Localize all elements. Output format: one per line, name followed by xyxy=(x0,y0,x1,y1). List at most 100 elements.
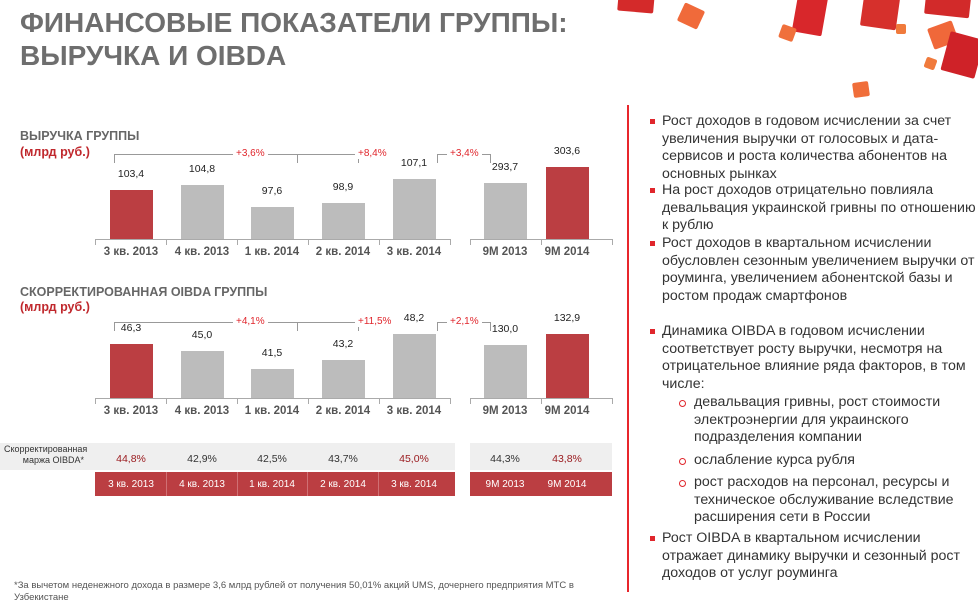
bar xyxy=(484,344,527,398)
bar xyxy=(546,166,589,239)
data-label: 41,5 xyxy=(261,347,283,360)
data-label: 46,3 xyxy=(120,322,142,335)
bar xyxy=(484,183,527,239)
x-tick-label: 1 кв. 2014 xyxy=(244,246,300,258)
axis-tick xyxy=(95,398,96,404)
period-label: 9M 2013 xyxy=(485,479,525,490)
x-tick-label: 3 кв. 2013 xyxy=(103,246,159,258)
bar xyxy=(322,360,365,398)
sub-bullet-item: ослабление курса рубля xyxy=(679,452,978,470)
x-tick-label: 9M 2013 xyxy=(482,405,528,417)
margin-value: 44,8% xyxy=(116,453,146,465)
axis-tick xyxy=(470,398,471,404)
bar xyxy=(181,351,224,398)
axis-tick xyxy=(379,239,380,245)
bar xyxy=(251,207,294,239)
period-label: 4 кв. 2013 xyxy=(179,479,225,490)
period-label: 3 кв. 2014 xyxy=(391,479,437,490)
revenue-growth-9m: +3,4% xyxy=(447,148,482,159)
oibda-growth-9m: +2,1% xyxy=(447,316,482,327)
revenue-unit: (млрд руб.) xyxy=(20,145,90,159)
bullet-item: Рост доходов в годовом исчислении за сче… xyxy=(650,113,978,183)
bullet-item: На рост доходов отрицательно повлияла де… xyxy=(650,182,978,235)
period-label: 2 кв. 2014 xyxy=(320,479,366,490)
axis-tick xyxy=(541,239,542,245)
axis-tick xyxy=(450,239,451,245)
footnote: *За вычетом неденежного дохода в размере… xyxy=(14,580,574,603)
margin-value: 42,9% xyxy=(187,453,217,465)
x-tick-label: 9M 2014 xyxy=(544,405,590,417)
margin-value: 44,3% xyxy=(490,453,520,465)
x-tick-label: 4 кв. 2013 xyxy=(174,246,230,258)
revenue-growth-yoy: +3,6% xyxy=(233,148,268,159)
data-label: 130,0 xyxy=(491,322,519,335)
bar xyxy=(393,334,436,398)
period-label: 3 кв. 2013 xyxy=(108,479,154,490)
x-tick-label: 1 кв. 2014 xyxy=(244,405,300,417)
bar xyxy=(322,203,365,239)
bar xyxy=(393,178,436,239)
x-tick-label: 2 кв. 2014 xyxy=(315,246,371,258)
data-label: 104,8 xyxy=(188,163,216,176)
data-label: 303,6 xyxy=(553,144,581,157)
axis-tick xyxy=(166,398,167,404)
x-tick-label: 3 кв. 2014 xyxy=(386,405,442,417)
axis-tick xyxy=(166,239,167,245)
x-tick-label: 3 кв. 2013 xyxy=(103,405,159,417)
data-label: 103,4 xyxy=(117,167,145,180)
axis-tick xyxy=(237,398,238,404)
cell-divider xyxy=(237,472,238,496)
axis-tick xyxy=(612,398,613,404)
cell-divider xyxy=(378,472,379,496)
bullet-item: Рост OIBDA в квартальном исчислении отра… xyxy=(650,530,978,583)
axis-tick xyxy=(612,239,613,245)
divider xyxy=(627,105,629,592)
cell-divider xyxy=(166,472,167,496)
margin-label: Скорректированная маржа OIBDA* xyxy=(4,444,88,465)
margin-value: 43,8% xyxy=(552,453,582,465)
axis-tick xyxy=(237,239,238,245)
bar xyxy=(251,369,294,398)
axis-tick xyxy=(541,398,542,404)
bullet-item: Динамика OIBDA в годовом исчислении соот… xyxy=(650,323,978,393)
oibda-unit: (млрд руб.) xyxy=(20,300,90,314)
period-label: 1 кв. 2014 xyxy=(249,479,295,490)
x-tick-label: 4 кв. 2013 xyxy=(174,405,230,417)
oibda-title: СКОРРЕКТИРОВАННАЯ OIBDA ГРУППЫ xyxy=(20,285,268,299)
x-axis xyxy=(95,398,450,399)
axis-tick xyxy=(379,398,380,404)
axis-tick xyxy=(95,239,96,245)
bar xyxy=(110,189,153,239)
oibda-growth-yoy: +4,1% xyxy=(233,316,268,327)
bar xyxy=(110,344,153,398)
margin-value: 42,5% xyxy=(257,453,287,465)
x-tick-label: 2 кв. 2014 xyxy=(315,405,371,417)
data-label: 98,9 xyxy=(332,181,354,194)
cell-divider xyxy=(307,472,308,496)
sub-bullet-item: рост расходов на персонал, ресурсы и тех… xyxy=(679,474,978,527)
axis-tick xyxy=(470,239,471,245)
x-tick-label: 9M 2014 xyxy=(544,246,590,258)
x-axis xyxy=(95,239,450,240)
axis-tick xyxy=(450,398,451,404)
axis-tick xyxy=(308,239,309,245)
data-label: 293,7 xyxy=(491,161,519,174)
bar xyxy=(181,185,224,239)
sub-bullet-item: девальвация гривны, рост стоимости элект… xyxy=(679,394,978,447)
data-label: 107,1 xyxy=(400,156,428,169)
x-tick-label: 9M 2013 xyxy=(482,246,528,258)
x-tick-label: 3 кв. 2014 xyxy=(386,246,442,258)
data-label: 43,2 xyxy=(332,338,354,351)
page-title: ФИНАНСОВЫЕ ПОКАЗАТЕЛИ ГРУППЫ: ВЫРУЧКА И O… xyxy=(20,7,568,71)
data-label: 97,6 xyxy=(261,185,283,198)
margin-value: 43,7% xyxy=(328,453,358,465)
margin-value: 45,0% xyxy=(399,453,429,465)
bar xyxy=(546,333,589,398)
revenue-title: ВЫРУЧКА ГРУППЫ xyxy=(20,129,140,143)
data-label: 48,2 xyxy=(403,312,425,325)
revenue-growth-qoq: +8,4% xyxy=(355,148,390,159)
data-label: 45,0 xyxy=(191,329,213,341)
bullet-item: Рост доходов в квартальном исчислении об… xyxy=(650,235,978,305)
data-label: 132,9 xyxy=(553,311,581,324)
period-label: 9M 2014 xyxy=(547,479,587,490)
